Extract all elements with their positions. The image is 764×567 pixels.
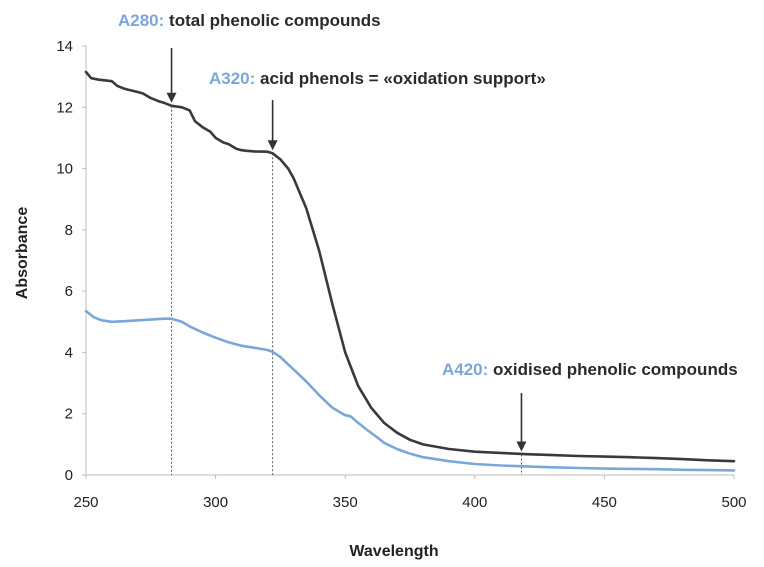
- y-tick-label: 6: [65, 283, 73, 300]
- x-tick-label: 450: [592, 494, 617, 511]
- annotations: A280: total phenolic compounds A320: aci…: [118, 11, 738, 379]
- y-tick-label: 12: [56, 99, 73, 116]
- y-tick-label: 4: [65, 344, 73, 361]
- tick-labels: 0 2 4 6 8 10 12 14 250 300 350 400 450 500: [56, 38, 746, 511]
- annotation-guides: [166, 48, 527, 475]
- arrow-head-1: [166, 92, 177, 103]
- y-tick-label: 0: [65, 467, 73, 484]
- axes: [82, 45, 735, 479]
- series-line-2: [84, 309, 736, 472]
- arrow-head-3: [516, 441, 527, 452]
- y-tick-label: 2: [65, 406, 73, 423]
- y-tick-label: 8: [65, 222, 73, 239]
- y-tick-label: 14: [56, 38, 73, 55]
- x-axis-title: Wavelength: [349, 543, 438, 560]
- x-tick-label: 500: [721, 494, 746, 511]
- annotation-a320-key: A320:: [209, 69, 255, 88]
- y-tick-label: 10: [56, 161, 73, 178]
- annotation-a320-text: acid phenols = «oxidation support»: [255, 69, 545, 88]
- annotation-a280: A280: total phenolic compounds: [118, 11, 381, 30]
- annotation-a280-text: total phenolic compounds: [164, 11, 380, 30]
- arrow-head-2: [267, 140, 278, 151]
- annotation-a420-key: A420:: [442, 360, 488, 379]
- series-layer: [84, 70, 736, 472]
- annotation-a420-text: oxidised phenolic compounds: [488, 360, 737, 379]
- annotation-a420: A420: oxidised phenolic compounds: [442, 360, 738, 379]
- x-tick-label: 350: [333, 494, 358, 511]
- series-line-1: [84, 70, 736, 463]
- x-tick-label: 300: [203, 494, 228, 511]
- y-axis-title: Absorbance: [14, 207, 31, 300]
- annotation-a280-key: A280:: [118, 11, 164, 30]
- x-tick-label: 250: [73, 494, 98, 511]
- annotation-a320: A320: acid phenols = «oxidation support»: [209, 69, 546, 88]
- x-tick-label: 400: [462, 494, 487, 511]
